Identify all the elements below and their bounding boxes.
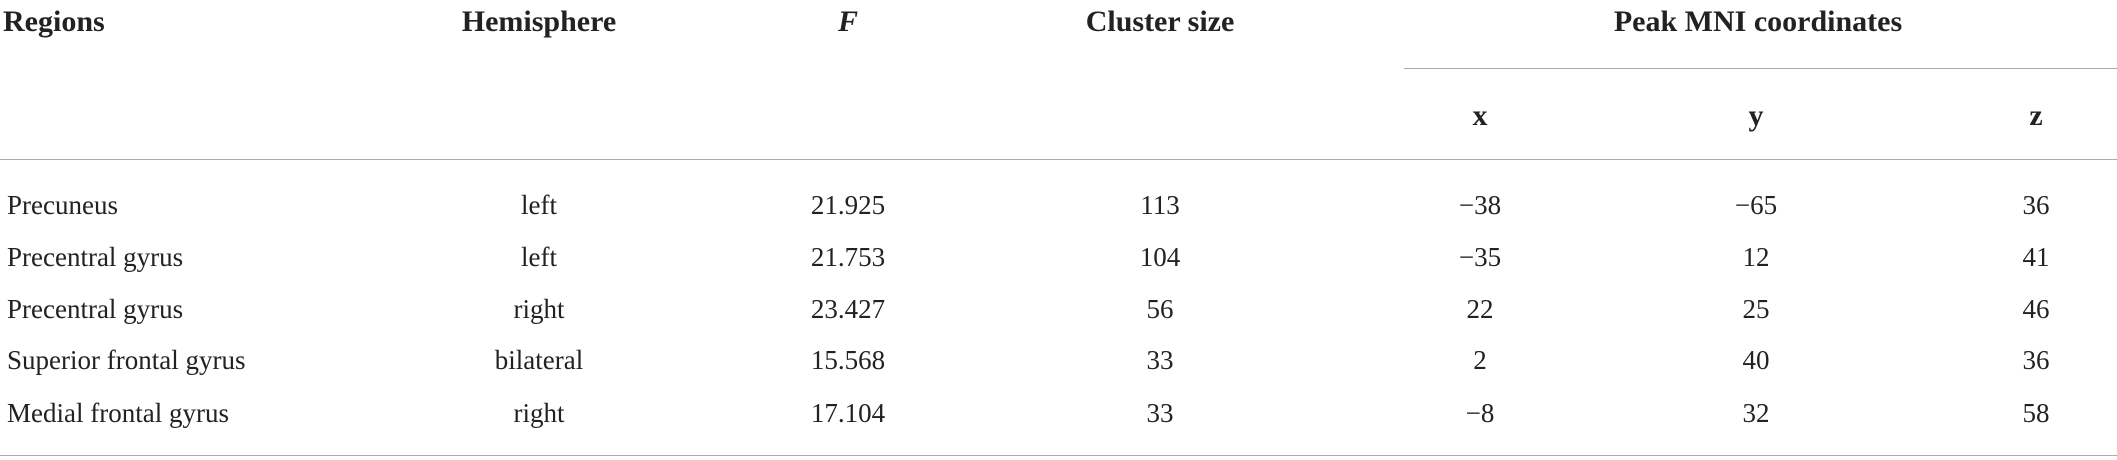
table-cell: 15.568	[810, 345, 886, 375]
column-header: Hemisphere	[461, 5, 617, 38]
table-cell: −38	[1458, 190, 1502, 220]
table-cell: left	[521, 190, 557, 220]
table-cell: 21.753	[810, 242, 886, 272]
subcolumn-header: x	[1472, 99, 1488, 132]
table-cell: right	[513, 398, 565, 428]
table-cell: 36	[2022, 345, 2050, 375]
table-cell: 46	[2022, 294, 2050, 324]
table-cell: 104	[1139, 242, 1181, 272]
group-header: Peak MNI coordinates	[1613, 5, 1903, 38]
subcolumn-header: z	[2029, 99, 2043, 132]
table-cell: 17.104	[810, 398, 886, 428]
table-cell: −65	[1734, 190, 1778, 220]
table-cell: right	[513, 294, 565, 324]
table-cell: 32	[1742, 398, 1770, 428]
column-header: F	[837, 5, 859, 38]
table-cell: 33	[1146, 345, 1174, 375]
table-cell: 22	[1466, 294, 1494, 324]
table-cell: 113	[1140, 190, 1180, 220]
table-cell: left	[521, 242, 557, 272]
row-label: Precuneus	[7, 190, 118, 220]
row-label: Precentral gyrus	[7, 294, 184, 324]
table-cell: −8	[1465, 398, 1495, 428]
table-cell: 58	[2022, 398, 2050, 428]
table-cell: 56	[1146, 294, 1174, 324]
table-cell: 33	[1146, 398, 1174, 428]
table-cell: 21.925	[810, 190, 886, 220]
table-cell: 2	[1473, 345, 1487, 375]
table-cell: 12	[1742, 242, 1770, 272]
header-rule	[0, 159, 2117, 160]
column-header: Cluster size	[1085, 5, 1235, 38]
table-cell: 36	[2022, 190, 2050, 220]
table-cell: 40	[1742, 345, 1770, 375]
table-cell: 41	[2022, 242, 2050, 272]
subcolumn-header: y	[1748, 99, 1764, 132]
bottom-rule	[0, 455, 2117, 456]
column-header: Regions	[3, 5, 105, 38]
row-label: Medial frontal gyrus	[7, 398, 229, 428]
table-cell: 23.427	[810, 294, 886, 324]
row-label: Superior frontal gyrus	[7, 345, 246, 375]
table-cell: 25	[1742, 294, 1770, 324]
table-cell: −35	[1458, 242, 1502, 272]
table-cell: bilateral	[494, 345, 584, 375]
group-rule	[1404, 68, 2117, 69]
row-label: Precentral gyrus	[7, 242, 184, 272]
